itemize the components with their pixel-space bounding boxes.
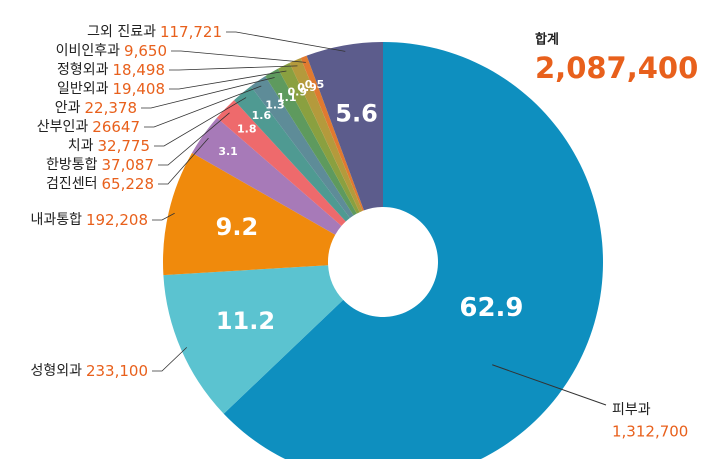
slice [265,68,357,216]
category-label: 그외 진료과 117,721 [87,23,222,41]
percent-label: 1.6 [252,109,272,122]
value-label: 65,228 [102,175,155,193]
value-label: 22,378 [85,99,138,117]
category-name: 정형외과 [57,62,109,78]
slice [216,100,346,226]
value-label: 117,721 [160,23,222,41]
category-name: 치과 [68,138,94,154]
category-name: 내과통합 [30,212,82,228]
category-name: 성형외과 [30,363,82,379]
value-label: 1,312,700 [612,423,688,441]
total-value: 2,087,400 [535,51,698,85]
slice [163,265,344,414]
percent-label: 62.9 [459,293,523,323]
leader-line [169,70,287,90]
value-label: 32,775 [98,137,151,155]
category-name: 일반외과 [57,81,109,97]
leader-line [158,112,230,166]
leader-line [154,97,247,147]
slice [223,42,603,463]
leader-line [152,212,175,221]
category-label: 성형외과 233,100 [30,362,148,380]
percent-label: 0.5 [305,78,325,91]
leader-line [141,77,275,109]
percent-label: 9.2 [216,213,259,241]
slice [306,42,383,211]
percent-label: 5.6 [335,99,378,127]
slice [278,62,360,214]
category-label: 피부과 [612,402,651,418]
leader-line [226,31,346,52]
leader-line [169,65,298,71]
category-name: 산부인과 [37,119,89,135]
percent-label: 1.8 [237,123,257,136]
category-label: 치과 32,775 [68,137,150,155]
leader-line [158,137,209,185]
slice [250,76,354,219]
category-name: 이비인후과 [56,43,121,59]
category-name: 검진센터 [46,176,98,192]
slice [191,117,342,235]
percent-label: 11.2 [216,307,275,335]
percent-label: 0.9 [287,85,307,98]
category-label: 이비인후과 9,650 [56,42,167,60]
value-label: 37,087 [102,156,155,174]
category-label: 일반외과 19,408 [57,80,165,98]
percent-label: 3.1 [218,145,238,158]
category-name: 그외 진료과 [87,24,156,40]
category-label: 정형외과 18,498 [57,61,165,79]
category-label: 검진센터 65,228 [46,175,154,193]
value-label: 26647 [92,118,140,136]
slice [300,55,364,211]
percent-label: 1.1 [277,91,297,104]
slice [289,57,363,213]
category-label: 산부인과 26647 [37,118,140,136]
leader-line [492,364,607,406]
leader-line [144,85,262,128]
leader-line [152,347,188,372]
percent-label: 1.3 [265,99,285,112]
slice [234,86,350,222]
value-label: 9,650 [124,42,167,60]
category-label: 한방통합 37,087 [46,156,154,174]
value-label: 18,498 [113,61,166,79]
slice [163,152,336,276]
percent-label: 0.9 [297,81,317,94]
category-label: 내과통합 192,208 [30,211,148,229]
category-name: 한방통합 [46,157,98,173]
category-name: 안과 [55,100,81,116]
leader-line [171,50,306,63]
value-label: 19,408 [113,80,166,98]
value-label: 233,100 [86,362,148,380]
value-label: 192,208 [86,211,148,229]
total-title: 합계 [535,32,559,48]
category-label: 안과 22,378 [55,99,137,117]
